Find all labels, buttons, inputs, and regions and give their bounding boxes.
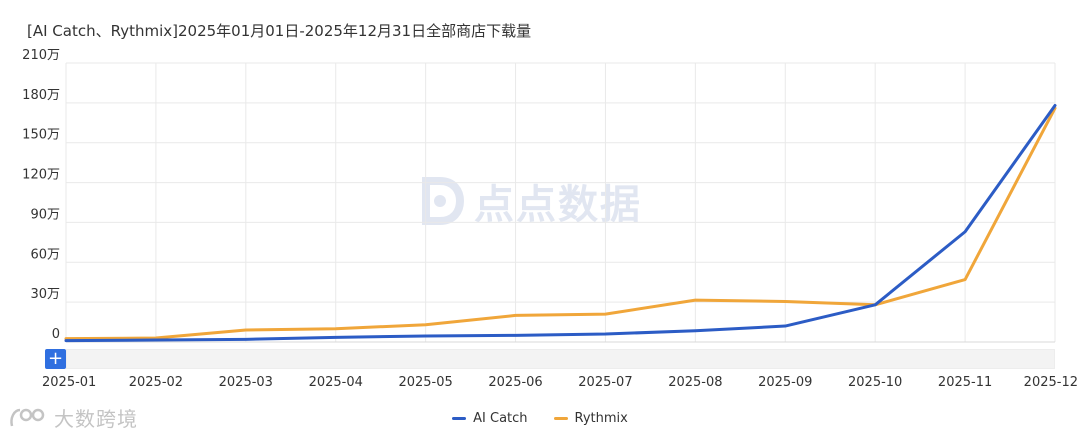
- y-tick-label: 150万: [22, 128, 60, 143]
- y-axis-ticks: 0 30万 60万 90万 120万 150万 180万 210万: [22, 48, 60, 342]
- legend-swatch-ai-catch: [452, 417, 467, 420]
- grid-lines: [65, 62, 1056, 343]
- x-tick-label: 2025-02: [129, 375, 183, 390]
- legend-item-rythmix[interactable]: Rythmix: [553, 411, 628, 426]
- watermark-text: 点点数据: [474, 182, 642, 228]
- range-slider[interactable]: [66, 349, 1055, 369]
- x-tick-label: 2025-07: [578, 375, 632, 390]
- y-tick-label: 0: [52, 327, 60, 342]
- x-tick-label: 2025-03: [219, 375, 273, 390]
- zoom-plus-button[interactable]: +: [45, 349, 66, 369]
- y-tick-label: 90万: [30, 207, 60, 222]
- legend-swatch-rythmix: [553, 417, 568, 420]
- series-lines: [64, 104, 1057, 343]
- legend: AI Catch Rythmix: [0, 411, 1080, 426]
- y-tick-label: 210万: [22, 48, 60, 63]
- x-tick-label: 2025-08: [668, 375, 722, 390]
- center-watermark: 点点数据: [420, 172, 642, 230]
- y-tick-label: 60万: [30, 247, 60, 262]
- x-tick-label: 2025-05: [398, 375, 452, 390]
- series-line-ai-catch[interactable]: [64, 104, 1057, 343]
- chart-title: [AI Catch、Rythmix]2025年01月01日-2025年12月31…: [27, 22, 532, 40]
- x-tick-label: 2025-06: [488, 375, 542, 390]
- x-tick-label: 2025-10: [848, 375, 902, 390]
- x-tick-label: 2025-04: [309, 375, 363, 390]
- x-tick-label: 2025-09: [758, 375, 812, 390]
- series-line-rythmix[interactable]: [64, 106, 1057, 341]
- y-tick-label: 120万: [22, 168, 60, 183]
- x-tick-label: 2025-01: [42, 375, 96, 390]
- x-tick-label: 2025-11: [938, 375, 992, 390]
- legend-item-ai-catch[interactable]: AI Catch: [452, 411, 528, 426]
- x-axis-ticks: 2025-01 2025-02 2025-03 2025-04 2025-05 2025-…: [42, 375, 1078, 390]
- legend-label-ai-catch: AI Catch: [473, 411, 528, 426]
- x-tick-label: 2025-12: [1024, 375, 1078, 390]
- brand-watermark: 大数跨境: [8, 403, 138, 432]
- brand-watermark-text: 大数跨境: [54, 407, 138, 431]
- y-tick-label: 30万: [30, 287, 60, 302]
- brand-logo-icon: [10, 408, 45, 426]
- y-tick-label: 180万: [22, 88, 60, 103]
- legend-label-rythmix: Rythmix: [574, 411, 628, 426]
